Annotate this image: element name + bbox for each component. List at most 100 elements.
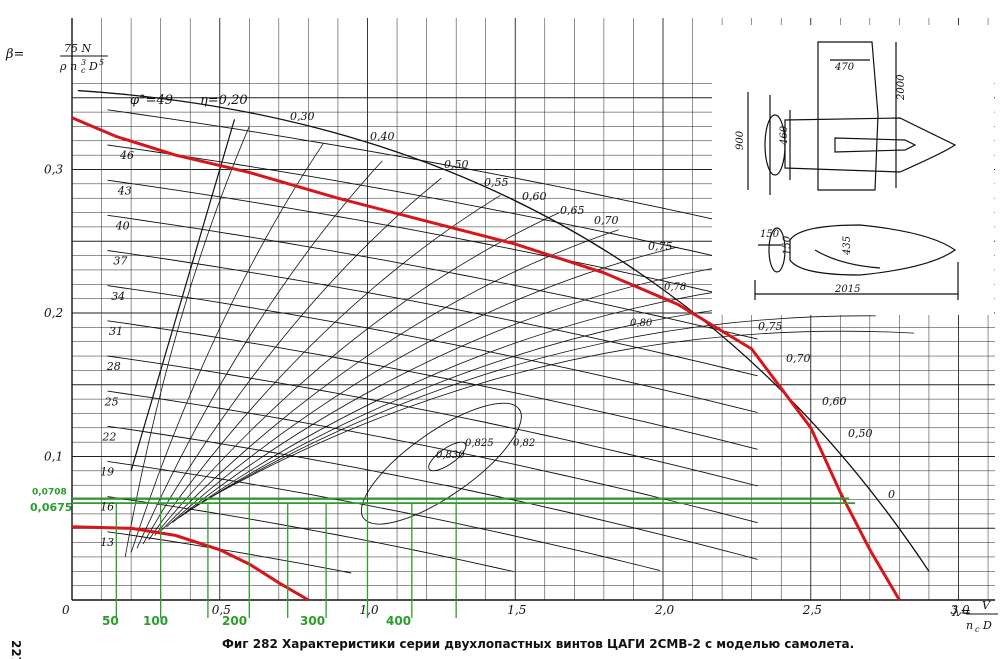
- phi-curve: [107, 144, 758, 267]
- y-tick-label: 0,3: [44, 163, 63, 177]
- eta-inner-label: 0,830: [436, 450, 465, 461]
- phi-curve: [107, 214, 758, 340]
- svg-text:900: 900: [735, 130, 746, 150]
- eta-outer-label: 0,40: [370, 130, 395, 143]
- eta-curve: [154, 212, 560, 536]
- x-tick-label: 2,0: [654, 603, 674, 617]
- svg-text:D: D: [982, 619, 992, 632]
- green-y-lower-label: 0,0675: [30, 501, 72, 514]
- phi-value-label: 16: [100, 501, 114, 514]
- green-x-label: 400: [386, 614, 411, 628]
- phi-curve: [107, 390, 758, 524]
- eta-inner-label: 0,78: [664, 282, 686, 293]
- curve-family: [77, 89, 930, 574]
- svg-text:150: 150: [782, 235, 793, 255]
- eta-curve: [130, 143, 324, 553]
- svg-text:n: n: [966, 619, 973, 632]
- svg-text:2000: 2000: [896, 74, 907, 101]
- eta-curve: [172, 263, 737, 523]
- eta-outer-label: 0,70: [594, 214, 619, 227]
- eta-right-label: 0,70: [786, 352, 811, 365]
- green-x-label: 300: [300, 614, 325, 628]
- svg-text:ρ n: ρ n: [59, 60, 77, 73]
- eta-outer-label: 0,30: [290, 110, 315, 123]
- svg-text:2015: 2015: [834, 284, 860, 295]
- green-x-label: 200: [222, 614, 247, 628]
- eta-right-label: 0,75: [758, 320, 783, 333]
- svg-text:5: 5: [99, 58, 104, 67]
- eta-inner-label: 0,80: [630, 318, 653, 329]
- phi-value-label: 34: [111, 290, 125, 303]
- eta-loop-082: [360, 402, 522, 525]
- page-number: 227: [9, 640, 23, 659]
- phi-value-label: 13: [100, 536, 114, 549]
- eta-inner-label: 0,825: [465, 438, 494, 449]
- phi-value-label: 31: [109, 325, 123, 338]
- phi-value-label: 25: [104, 395, 119, 408]
- svg-text:λ=: λ=: [951, 605, 971, 620]
- phi-value-label: 37: [113, 255, 127, 268]
- eta-inner-label: 0,82: [513, 438, 535, 449]
- svg-text:β=: β=: [5, 47, 24, 62]
- svg-text:435: 435: [842, 236, 853, 256]
- eta-curve: [195, 330, 915, 506]
- series: [71, 116, 901, 618]
- phi-label: φ°=49: [130, 93, 173, 108]
- phi-curve: [107, 425, 758, 560]
- envelope-curve: [77, 89, 930, 572]
- series-line-1: [71, 525, 310, 602]
- eta-outer-label: 0,65: [560, 204, 585, 217]
- eta-loop-083: [428, 441, 467, 472]
- eta-right-label: 0: [888, 488, 895, 501]
- phi-curve: [107, 460, 661, 572]
- eta-outer-label: 0,50: [444, 158, 469, 171]
- x-axis-label: λ= V n c D: [951, 599, 998, 634]
- phi-value-label: 40: [115, 219, 130, 232]
- phi-value-label: 19: [100, 466, 114, 479]
- eta-curve: [166, 246, 678, 528]
- eta-outer-label: 0,55: [484, 176, 509, 189]
- eta-020-line: [130, 119, 236, 472]
- phi-curve: [107, 531, 352, 574]
- svg-text:D: D: [88, 60, 98, 73]
- aircraft-drawing: 470 2000 900 460 150 150 435 2015: [712, 25, 994, 315]
- x-tick-label: 1,5: [507, 603, 526, 617]
- phi-value-label: 43: [117, 184, 132, 197]
- svg-text:c: c: [81, 66, 86, 75]
- x-tick-label: 0,5: [212, 603, 231, 617]
- eta-curve: [124, 126, 250, 558]
- y-tick-label: 0,2: [44, 306, 63, 320]
- eta-curve: [189, 315, 876, 510]
- svg-text:460: 460: [779, 125, 790, 146]
- green-x-label: 100: [143, 614, 168, 628]
- x-tick-label: 2,5: [802, 603, 822, 617]
- y-axis-label: β= 75 N ρ n c 3 D 5: [5, 42, 108, 75]
- eta-label: η=0,20: [200, 93, 248, 108]
- figure-caption: Фиг 282 Характеристики серии двухлопастн…: [222, 637, 854, 651]
- eta-curve: [136, 160, 383, 549]
- labels: 0 0,5 1,0 1,5 2,0 2,5 3,0 0,1 0,2 0,3 φ°=49 46 43 40 3…: [30, 93, 970, 628]
- phi-curve: [107, 109, 758, 230]
- phi-curve: [107, 496, 514, 573]
- phi-curve: [107, 285, 758, 413]
- eta-curve: [148, 194, 501, 540]
- phi-curve: [107, 179, 758, 303]
- svg-text:75 N: 75 N: [64, 42, 91, 55]
- eta-curve: [142, 177, 442, 545]
- svg-text:150: 150: [760, 229, 780, 240]
- y-tick-label: 0,1: [44, 450, 63, 464]
- green-x-label: 50: [102, 614, 119, 628]
- x-tick-label: 0: [62, 603, 70, 617]
- eta-right-label: 0,50: [848, 427, 873, 440]
- eta-outer-label: 0,60: [522, 190, 547, 203]
- eta-right-label: 0,60: [822, 395, 847, 408]
- svg-text:3: 3: [81, 58, 86, 67]
- x-tick-label: 1,0: [360, 603, 379, 617]
- eta-curve: [178, 281, 797, 519]
- svg-text:470: 470: [834, 62, 855, 73]
- svg-text:V: V: [982, 599, 991, 612]
- phi-curve: [107, 250, 758, 377]
- eta-outer-label: 0,75: [648, 240, 673, 253]
- series-line-0: [71, 116, 901, 601]
